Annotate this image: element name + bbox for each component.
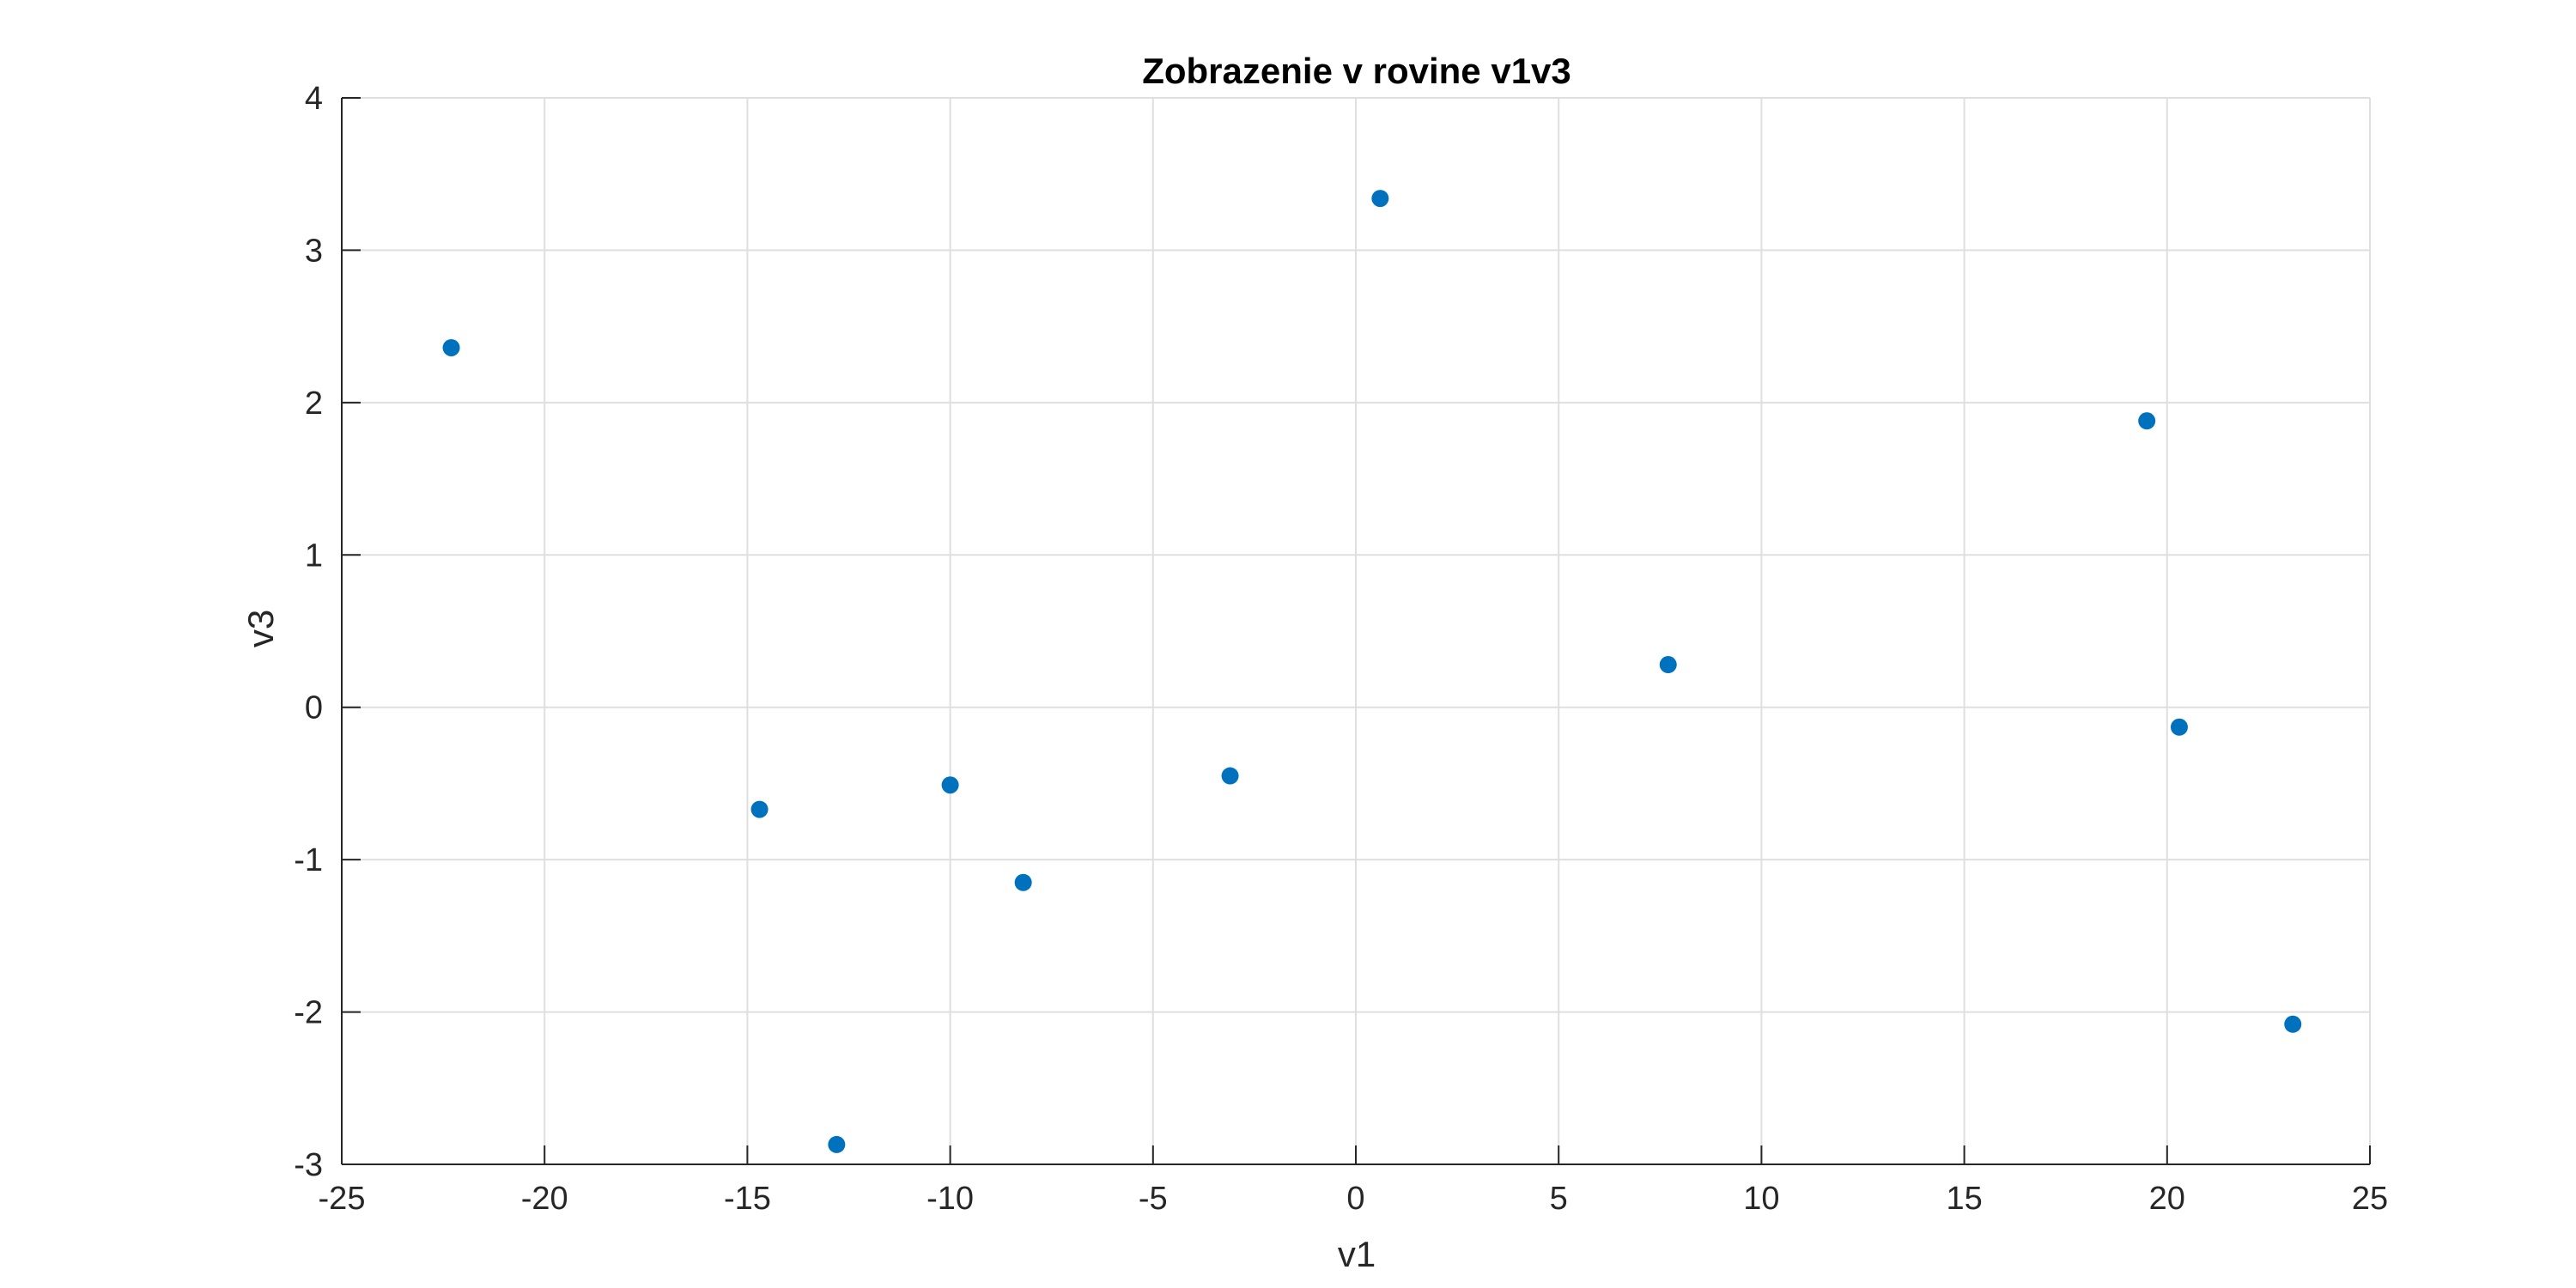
x-tick-label: -10 [927,1181,974,1217]
data-point-4 [1014,873,1032,891]
y-tick-label: 2 [305,386,323,422]
y-tick-label: 1 [305,538,323,574]
data-point-9 [2170,718,2188,736]
data-point-3 [941,776,959,794]
y-tick-label: -1 [294,842,323,878]
data-points [442,190,2302,1153]
y-tick-label: -3 [294,1147,323,1183]
data-point-8 [2138,412,2156,430]
x-axis-label: v1 [1338,1234,1376,1274]
x-tick-label: -5 [1139,1181,1168,1217]
x-tick-label: 10 [1743,1181,1779,1217]
data-point-1 [750,800,769,818]
y-tick-label: 4 [305,81,323,117]
x-tick-label: 0 [1346,1181,1364,1217]
y-tick-label: 3 [305,233,323,269]
data-point-2 [828,1135,846,1153]
data-point-10 [2284,1015,2302,1033]
grid [341,97,2371,1165]
x-tick-label: 15 [1946,1181,1982,1217]
y-tick-label: -2 [294,995,323,1031]
x-tick-label: -15 [724,1181,771,1217]
x-tick-label: 20 [2149,1181,2185,1217]
data-point-7 [1659,656,1677,674]
data-point-5 [1221,767,1239,785]
y-tick-label: 0 [305,690,323,726]
x-tick-label: 5 [1550,1181,1568,1217]
x-tick-label: -25 [319,1181,366,1217]
data-point-0 [442,338,460,356]
data-point-6 [1371,190,1389,208]
x-tick-label: 25 [2352,1181,2388,1217]
x-tick-label: -20 [521,1181,568,1217]
chart-title: Zobrazenie v rovine v1v3 [1142,51,1571,91]
y-axis-label: v3 [240,610,281,647]
